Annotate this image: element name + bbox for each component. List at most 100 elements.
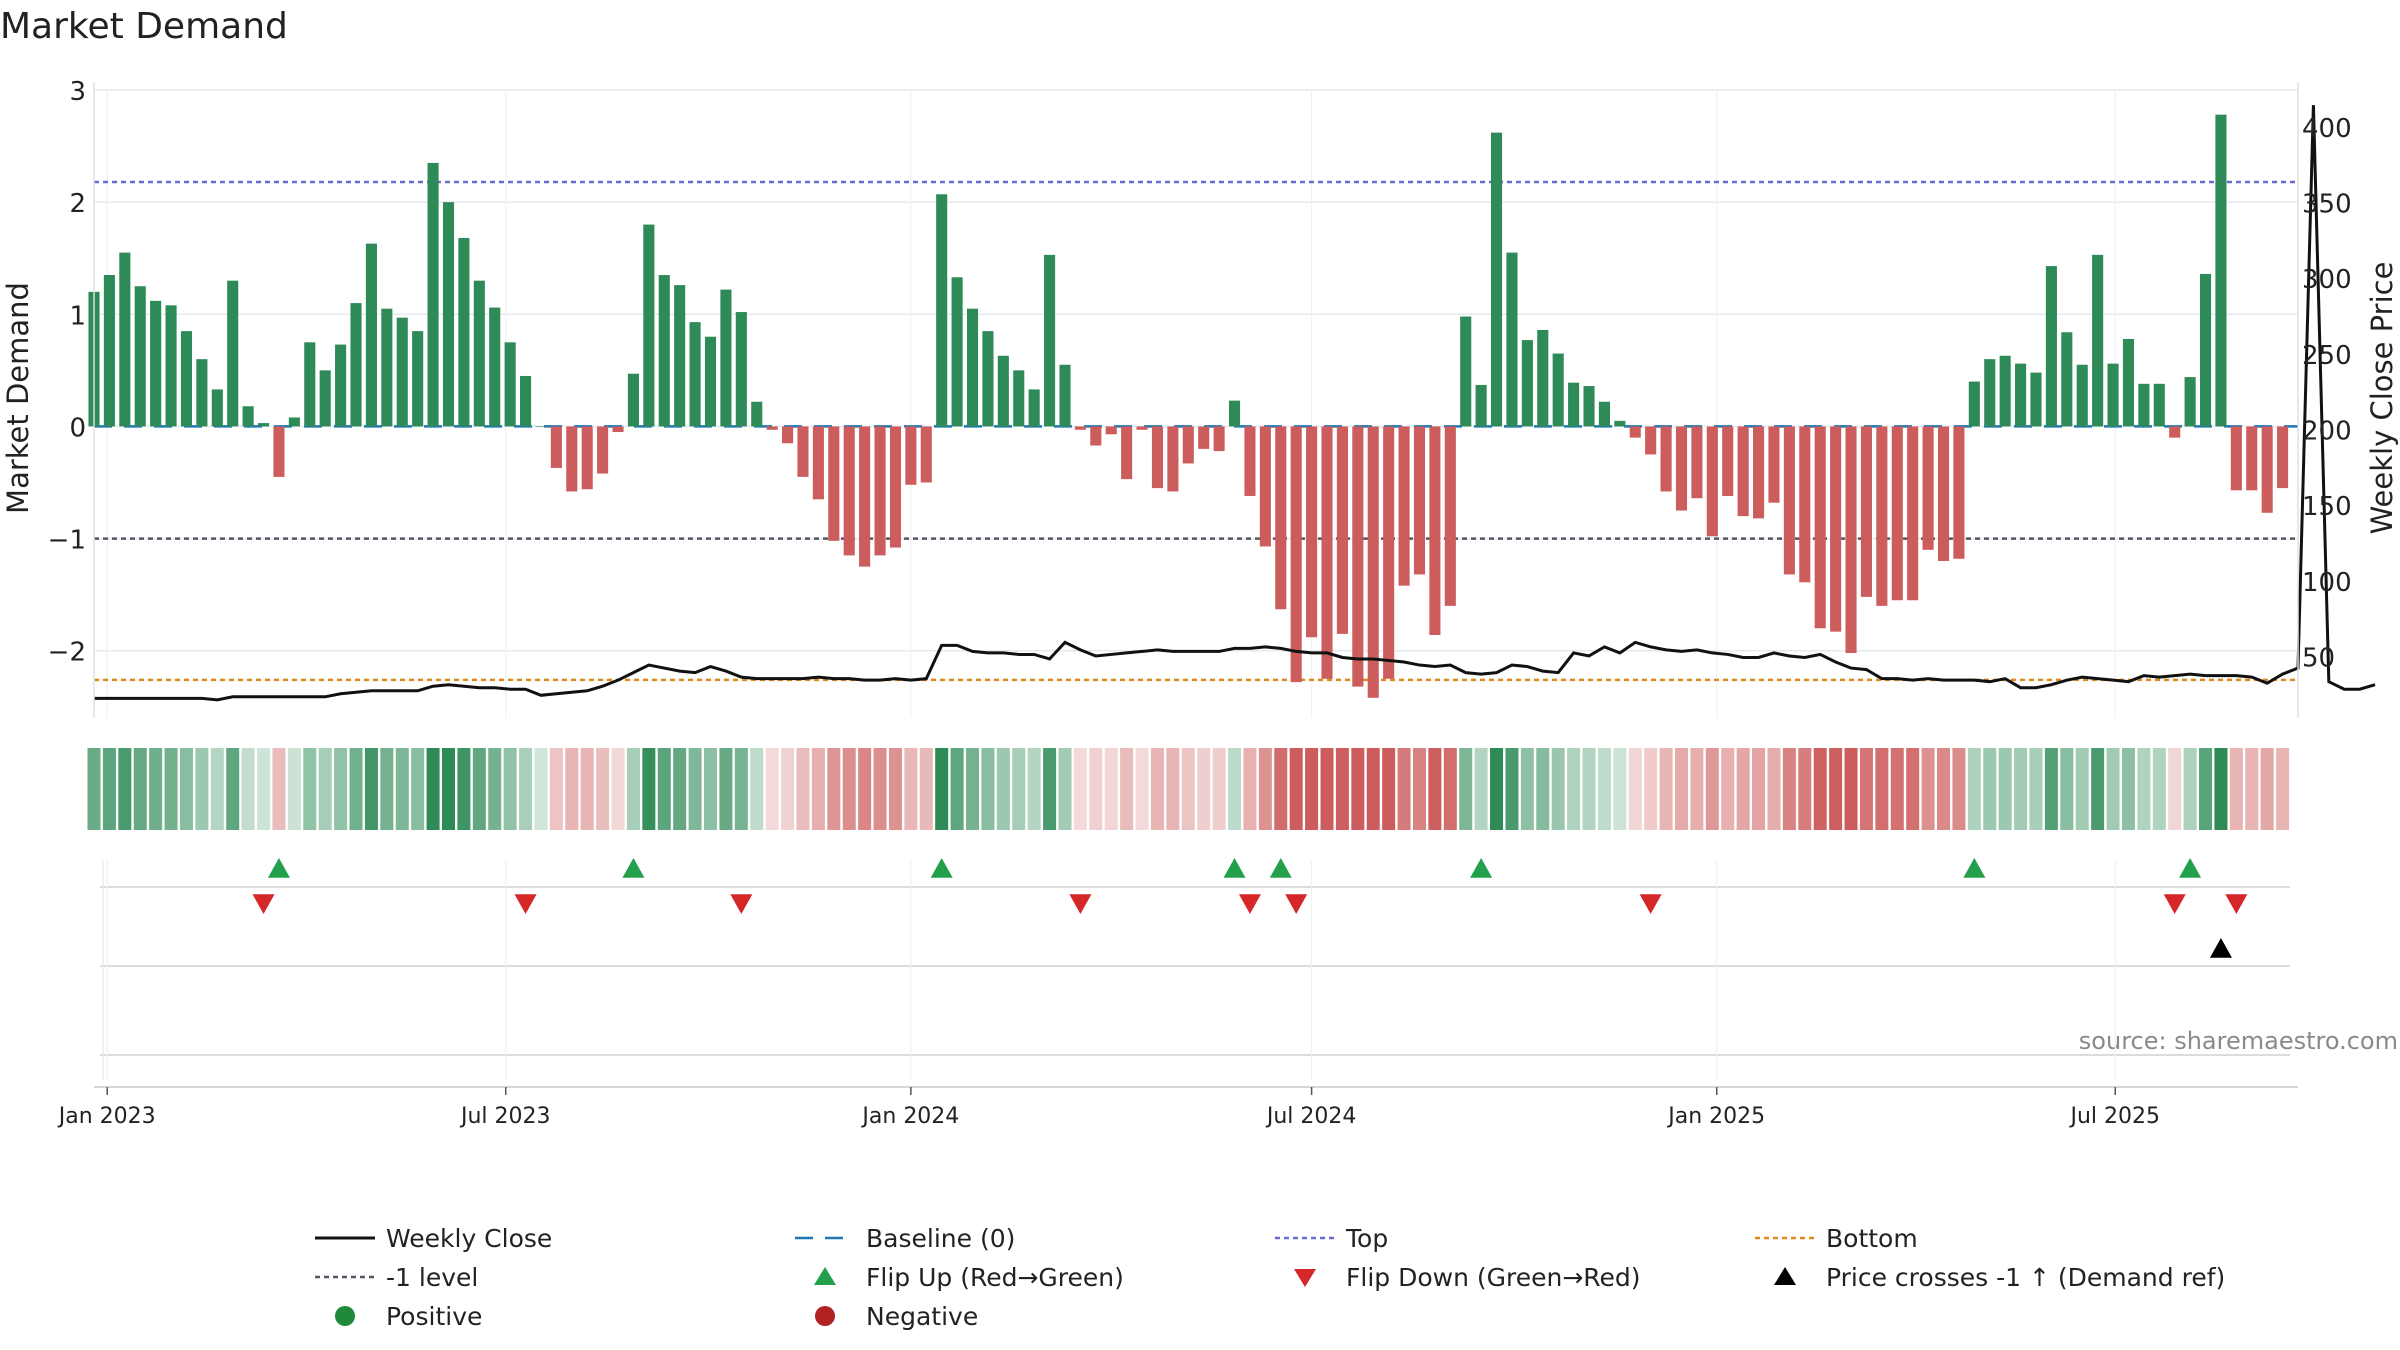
demand-bar — [1922, 426, 1934, 550]
demand-bar — [473, 280, 485, 427]
y2-tick-label: 200 — [2302, 416, 2352, 446]
demand-bar — [735, 312, 747, 427]
demand-bar — [1044, 254, 1056, 427]
demand-bar — [1968, 381, 1980, 427]
heat-cell — [1705, 748, 1719, 830]
demand-bar — [1198, 426, 1210, 449]
demand-bar — [1321, 426, 1333, 679]
heat-cell — [2121, 748, 2135, 830]
heat-cell — [673, 748, 687, 830]
demand-bar — [643, 224, 655, 427]
heat-cell — [1613, 748, 1627, 830]
heat-cell — [2029, 748, 2043, 830]
demand-bar — [257, 423, 270, 427]
flip-down-marker — [730, 894, 753, 914]
heat-cell — [195, 748, 209, 830]
heat-cell — [1859, 748, 1873, 830]
flip-up-marker — [930, 858, 953, 878]
heat-cell — [858, 748, 872, 830]
legend-item-fup: Flip Up (Red→Green) — [814, 1263, 1124, 1292]
heat-cell — [1536, 748, 1550, 830]
heat-cell — [241, 748, 255, 830]
heat-cell — [2276, 748, 2290, 830]
legend-flip-down-icon — [1294, 1269, 1316, 1287]
legend-label: Baseline (0) — [866, 1224, 1015, 1253]
heat-cell — [596, 748, 610, 830]
demand-bar — [350, 303, 362, 427]
heat-cell — [904, 748, 918, 830]
heat-cell — [642, 748, 656, 830]
heat-cell — [164, 748, 178, 830]
y2-tick-label: 150 — [2302, 492, 2352, 522]
heat-cell — [1197, 748, 1211, 830]
x-tick-label: Jan 2023 — [57, 1104, 156, 1129]
heat-cell — [1875, 748, 1889, 830]
heat-cell — [1906, 748, 1920, 830]
demand-bar — [1506, 252, 1518, 427]
heat-cell — [1382, 748, 1396, 830]
heat-cell — [318, 748, 332, 830]
demand-bar — [1429, 426, 1441, 636]
x-axis: Jan 2023 Jul 2023 Jan 2024 Jul 2024 Jan 2025… — [57, 1086, 2298, 1129]
demand-bar — [2153, 383, 2165, 427]
flip-up-marker — [1223, 858, 1246, 878]
heat-cell — [1767, 748, 1781, 830]
legend-label: Price crosses -1 ↑ (Demand ref) — [1826, 1263, 2225, 1292]
heat-cell — [1012, 748, 1026, 830]
event-panels — [100, 858, 2290, 1080]
heat-cell — [1674, 748, 1689, 830]
legend-label: Bottom — [1826, 1224, 1918, 1253]
demand-bar — [720, 289, 732, 427]
heat-cell — [1937, 748, 1951, 830]
demand-bar — [2277, 426, 2289, 489]
heat-cell — [811, 748, 825, 830]
heat-cell — [2060, 748, 2074, 830]
heat-cell — [1058, 748, 1072, 830]
demand-bar — [180, 331, 193, 427]
demand-bar — [627, 373, 639, 427]
heat-cell — [1736, 748, 1750, 830]
legend-negative-dot — [815, 1306, 835, 1326]
legend-positive-dot — [335, 1306, 355, 1326]
demand-bar — [1105, 426, 1117, 435]
legend-label: Flip Down (Green→Red) — [1346, 1263, 1641, 1292]
heat-cell — [1443, 748, 1457, 830]
flip-down-marker — [1285, 894, 1308, 914]
demand-bar — [2215, 114, 2227, 427]
demand-bar — [936, 194, 948, 427]
demand-bar — [2138, 383, 2150, 427]
demand-bar — [1521, 340, 1533, 427]
axes: 3 2 1 0 −1 −2 400 350 300 250 200 150 100 50 — [48, 77, 2352, 718]
flip-up-marker — [622, 858, 645, 878]
heat-cell — [1043, 748, 1057, 830]
y-tick-label: 1 — [69, 301, 86, 331]
demand-bar — [288, 417, 300, 427]
legend-item-close: Weekly Close — [315, 1224, 552, 1253]
heat-cell — [2137, 748, 2151, 830]
legend-label: Flip Up (Red→Green) — [866, 1263, 1124, 1292]
demand-bar — [1013, 370, 1025, 427]
demand-bar — [1753, 426, 1765, 519]
demand-bar — [1028, 389, 1040, 427]
demand-bar — [1460, 316, 1472, 427]
demand-bar — [2015, 363, 2027, 427]
heat-cell — [888, 748, 902, 830]
demand-bar — [1737, 426, 1749, 517]
heat-cell — [534, 748, 548, 830]
heat-cell — [688, 748, 702, 830]
demand-bar — [689, 322, 701, 427]
flip-up-marker — [1269, 858, 1292, 878]
heat-cell — [441, 748, 455, 830]
heat-cell — [1628, 748, 1642, 830]
heat-cell — [1335, 748, 1349, 830]
demand-bar — [1444, 426, 1456, 606]
demand-bar — [412, 331, 424, 427]
heat-cell — [1120, 748, 1134, 830]
heat-cell — [349, 748, 363, 830]
demand-bar — [1583, 386, 1595, 427]
demand-bar — [812, 426, 824, 500]
demand-bar — [982, 331, 994, 427]
demand-bar — [1830, 426, 1842, 632]
heat-cell — [1474, 748, 1488, 830]
